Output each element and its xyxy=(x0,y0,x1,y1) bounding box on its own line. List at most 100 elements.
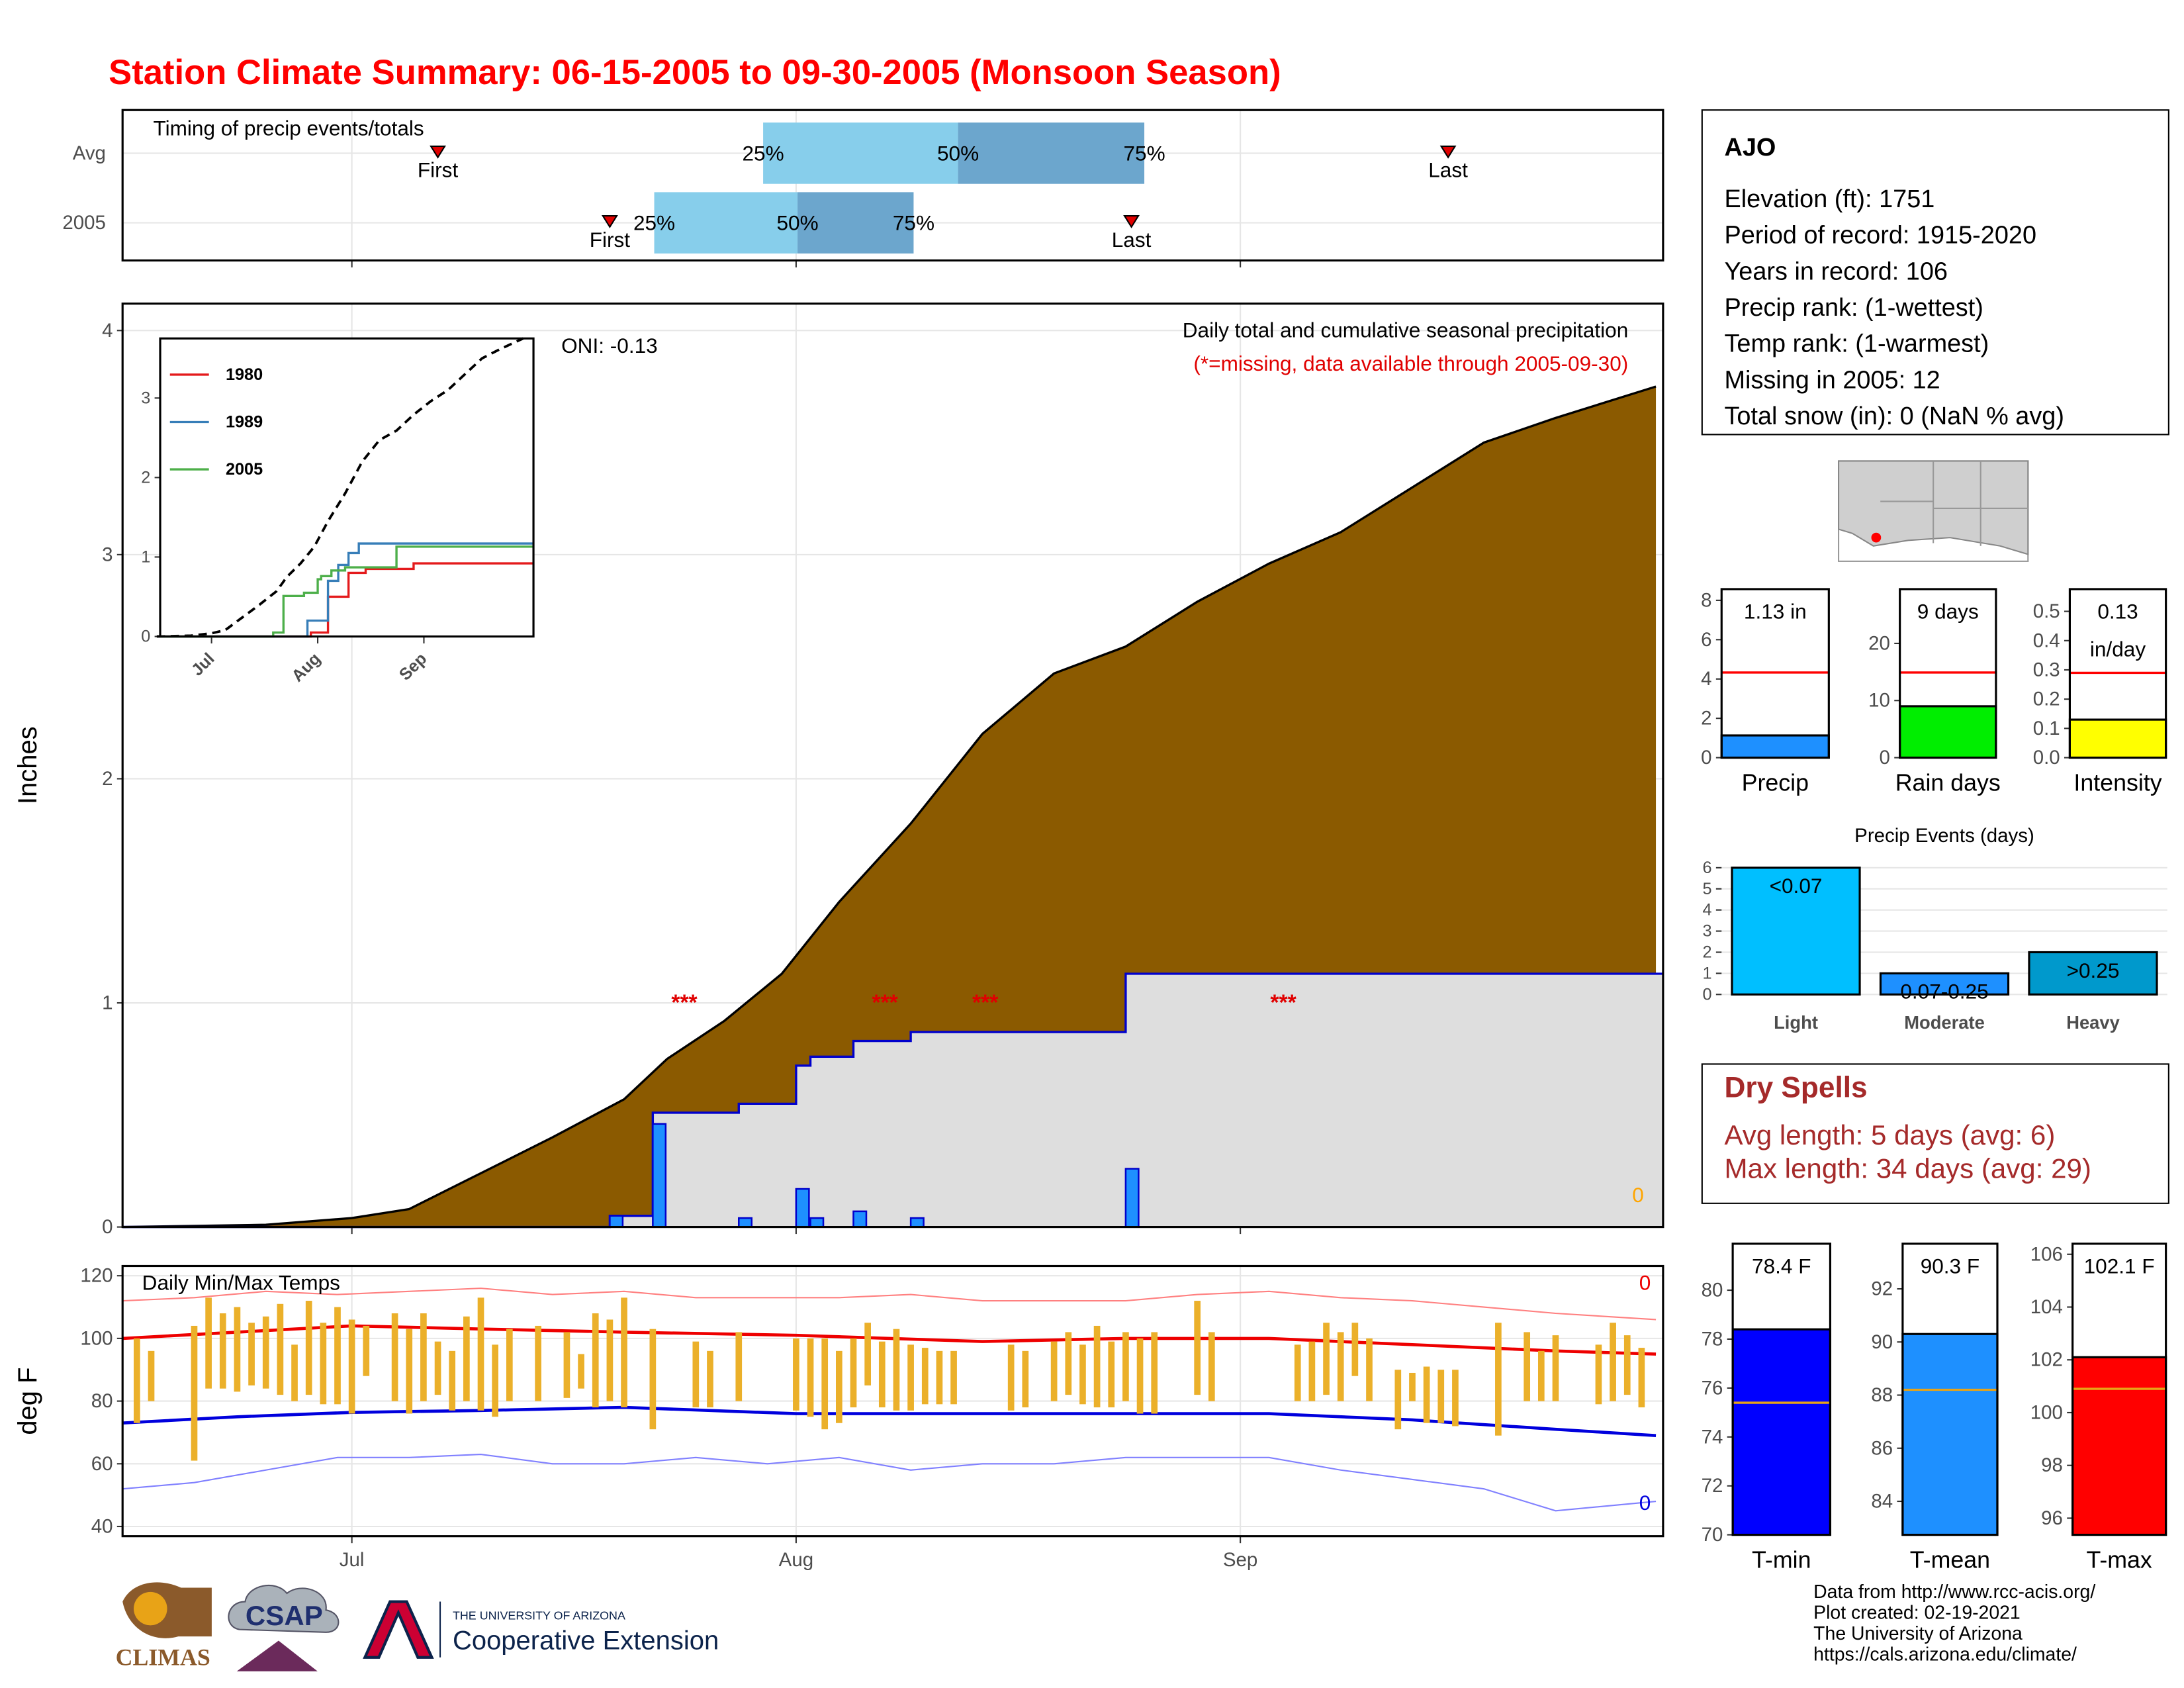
temp-range-bar xyxy=(1079,1344,1086,1405)
y-tick-label: 0.2 xyxy=(2033,688,2060,710)
missing-marker: *** xyxy=(1270,991,1297,1015)
panel-border xyxy=(121,303,1664,1229)
panel-border xyxy=(121,109,1664,262)
panel-title: Timing of precip events/totals xyxy=(154,117,424,140)
temp-range-bar xyxy=(234,1307,241,1392)
y-tick-label: 40 xyxy=(91,1515,113,1537)
low-note: 0 xyxy=(1639,1491,1651,1515)
corner-label: 0 xyxy=(1632,1183,1644,1207)
legend-label: 1980 xyxy=(226,365,263,384)
temp-range-bar xyxy=(363,1325,370,1376)
missing-marker: *** xyxy=(872,991,898,1015)
temp-range-bar xyxy=(1366,1338,1373,1401)
extension-text: Cooperative Extension xyxy=(453,1626,719,1655)
category-label: T-mean xyxy=(1910,1546,1990,1573)
temp-range-bar xyxy=(334,1307,341,1405)
event-label: Last xyxy=(1428,158,1468,182)
y-tick-label: 4 xyxy=(1701,668,1711,690)
temp-range-bar xyxy=(205,1297,212,1389)
y-tick-label: 1 xyxy=(1702,964,1711,982)
event-marker xyxy=(430,145,446,159)
temp-range-bar xyxy=(1050,1341,1058,1401)
event-label: First xyxy=(418,158,459,182)
ua-text: THE UNIVERSITY OF ARIZONA xyxy=(453,1609,625,1622)
credit-line: Data from http://www.rcc-acis.org/ xyxy=(1813,1581,2095,1603)
temp-range-bar xyxy=(1308,1341,1316,1401)
y-tick-label: 96 xyxy=(2041,1507,2063,1529)
quartile-label: 75% xyxy=(893,211,934,235)
temp-range-bar xyxy=(492,1344,499,1417)
daily-precip-bar xyxy=(852,1210,868,1228)
y-tick-label: 120 xyxy=(80,1265,113,1287)
y-tick-label: 70 xyxy=(1702,1524,1723,1546)
temp-range-bar xyxy=(1136,1338,1144,1414)
map-borders xyxy=(1880,461,2028,546)
unit-label: in/day xyxy=(2090,637,2146,661)
bar xyxy=(2071,1356,2167,1536)
dry-spells-frame xyxy=(1701,1063,2169,1204)
temp-line xyxy=(122,1288,1657,1321)
temp-range-bar xyxy=(1294,1344,1301,1401)
y-tick-label: 60 xyxy=(91,1453,113,1475)
chart-title: Precip Events (days) xyxy=(1854,825,2034,847)
temp-range-bar xyxy=(592,1313,599,1408)
temp-range-bar xyxy=(793,1338,799,1411)
missing-marker: *** xyxy=(671,991,698,1015)
category-label: Intensity xyxy=(2073,769,2161,796)
temp-range-bar xyxy=(219,1313,226,1389)
y-tick-label: 6 xyxy=(1701,629,1711,651)
station-name: AJO xyxy=(1724,134,1776,162)
year-line xyxy=(160,542,534,638)
daily-precip-bar xyxy=(909,1217,925,1228)
station-line: Total snow (in): 0 (NaN % avg) xyxy=(1724,402,2064,430)
daily-precip-bar xyxy=(609,1215,624,1228)
y-tick-label: 5 xyxy=(1702,880,1711,898)
y-tick-label: 0 xyxy=(141,628,150,646)
bar xyxy=(1731,867,1861,996)
y-tick-label: 3 xyxy=(141,389,150,407)
y-tick-label: 20 xyxy=(1868,632,1890,654)
value-label: 9 days xyxy=(1917,600,1979,624)
temp-range-bar xyxy=(836,1350,842,1423)
y-tick-label: 80 xyxy=(1702,1280,1723,1301)
y-tick-label: 1 xyxy=(102,992,113,1014)
station-line: Precip rank: (1-wettest) xyxy=(1724,294,1983,322)
y-tick-label: 4 xyxy=(1702,901,1711,919)
temp-range-bar xyxy=(1122,1332,1129,1401)
station-line: Temp rank: (1-warmest) xyxy=(1724,330,1989,358)
quartile-label: 50% xyxy=(937,141,979,165)
y-tick-label: 0 xyxy=(102,1216,113,1238)
temp-range-bar xyxy=(649,1329,657,1430)
y-tick-label: 0 xyxy=(1702,985,1711,1004)
temp-range-bar xyxy=(1552,1335,1559,1401)
y-tick-label: 90 xyxy=(1871,1331,1893,1353)
temp-range-bar xyxy=(434,1341,441,1395)
y-tick-label: 0.3 xyxy=(2033,659,2060,680)
temp-range-bar xyxy=(893,1329,900,1411)
value-label: 90.3 F xyxy=(1921,1254,1979,1278)
temp-range-bar xyxy=(807,1338,814,1417)
bar xyxy=(1731,1328,1832,1536)
y-tick-label: 0 xyxy=(1701,747,1711,769)
quartile-label: 25% xyxy=(633,211,675,235)
panel-border xyxy=(1901,1243,1999,1536)
temp-range-bar xyxy=(463,1316,470,1401)
temp-range-bar xyxy=(148,1350,155,1401)
x-tick-label: Aug xyxy=(779,1549,813,1571)
temp-range-bar xyxy=(1623,1335,1631,1395)
y-tick-label: 8 xyxy=(1701,589,1711,611)
temp-range-bar xyxy=(1208,1332,1215,1401)
temp-range-bar xyxy=(1437,1370,1445,1423)
page-title: Station Climate Summary: 06-15-2005 to 0… xyxy=(109,53,1281,92)
y-axis-label: Inches xyxy=(13,726,42,804)
bar xyxy=(2068,718,2167,759)
y-tick-label: 100 xyxy=(2030,1401,2063,1423)
quartile-label: 50% xyxy=(776,211,818,235)
csap-text: CSAP xyxy=(246,1600,323,1631)
temp-range-bar xyxy=(707,1350,713,1408)
y-axis-label: deg F xyxy=(13,1367,42,1434)
daily-precip-bar xyxy=(738,1217,753,1228)
temp-range-bar xyxy=(1351,1323,1359,1376)
panel-title: Daily Min/Max Temps xyxy=(142,1271,340,1295)
temp-range-bar xyxy=(1638,1348,1645,1408)
